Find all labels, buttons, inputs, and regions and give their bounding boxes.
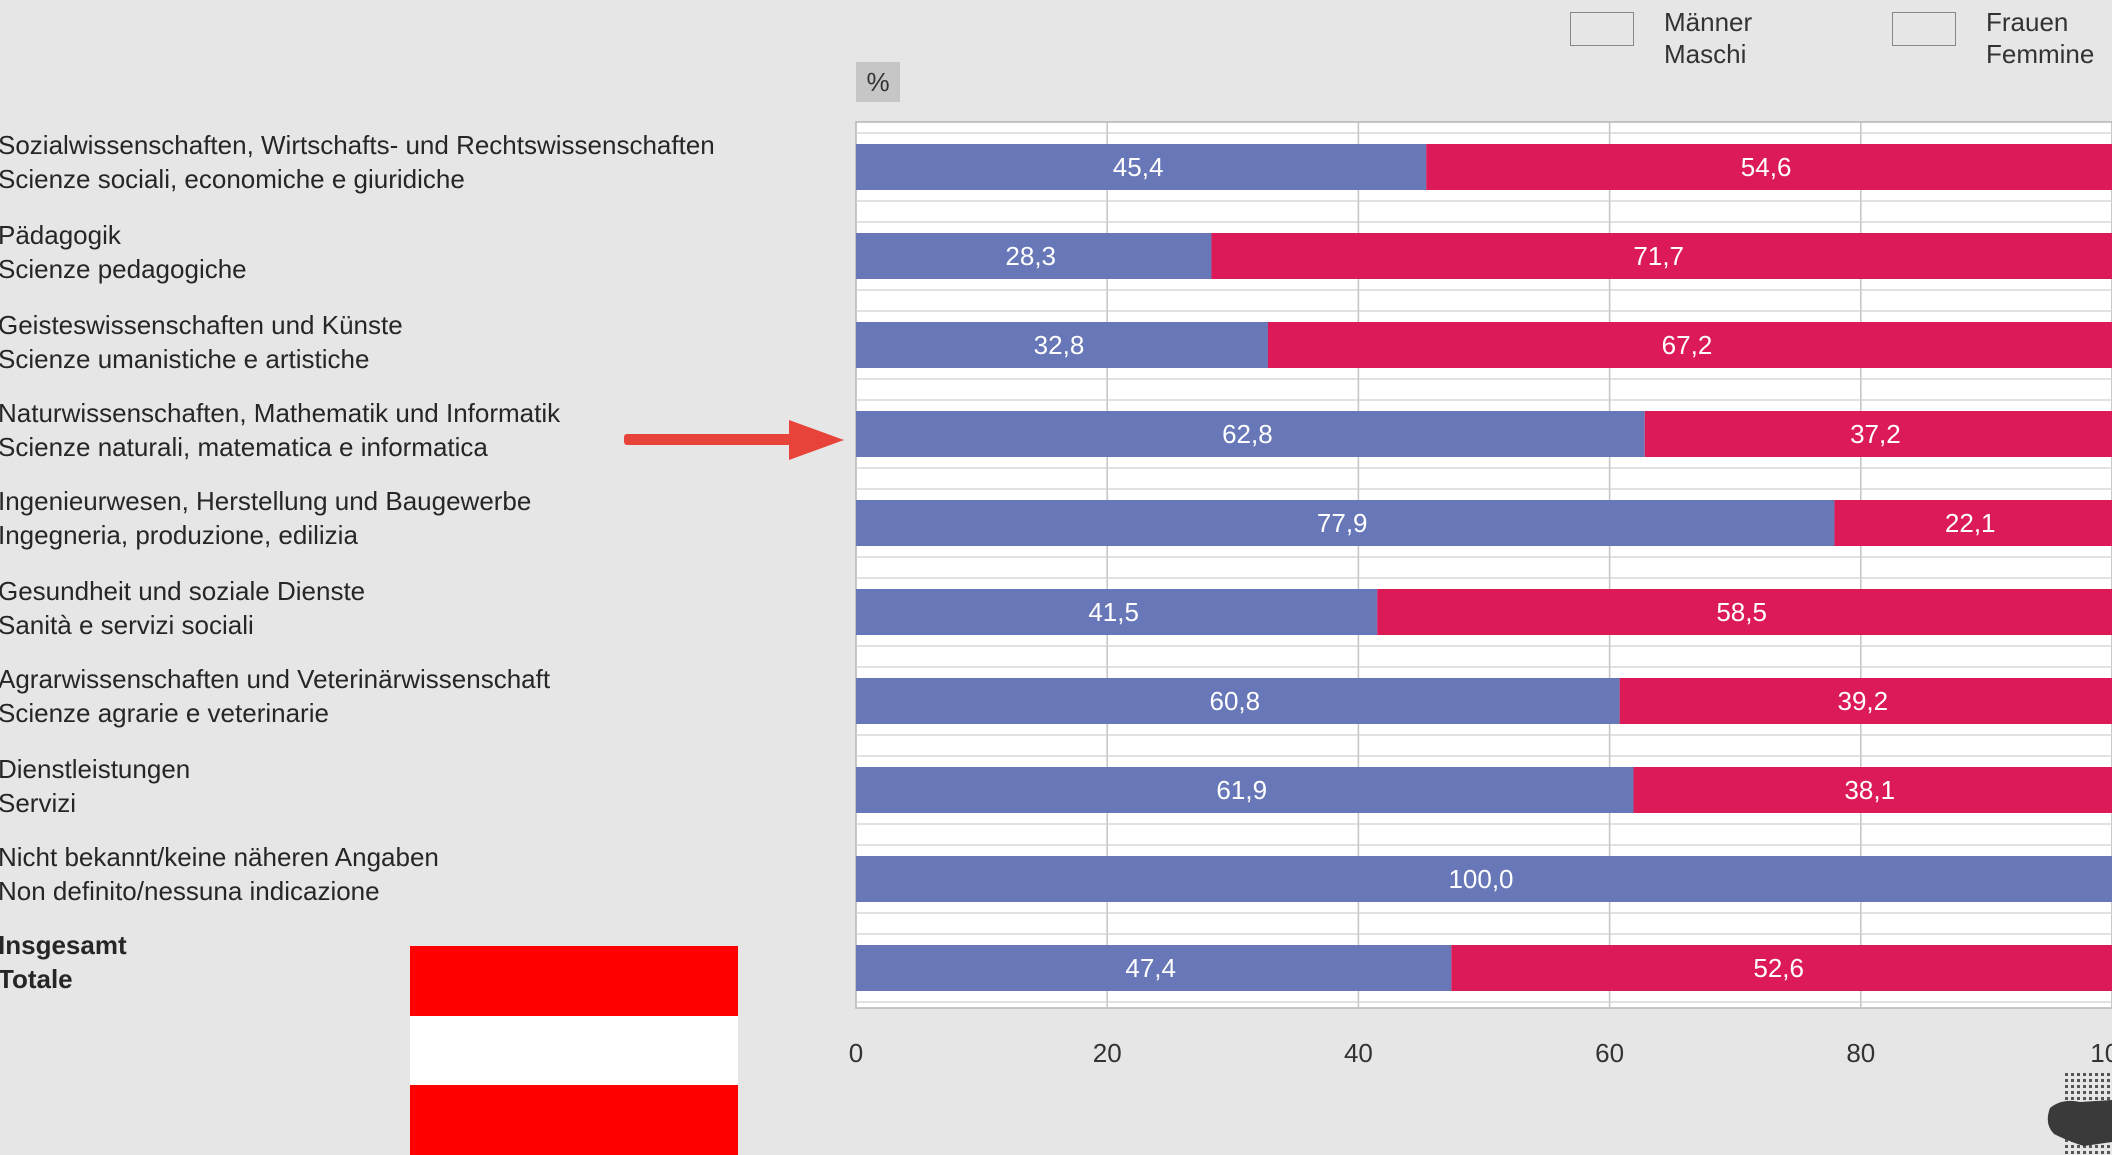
bar-segment [1644,411,2112,457]
category-label: Dienstleistungen Servizi [0,754,191,818]
x-tick-label: 20 [1093,1038,1122,1068]
x-tick-label: 60 [1595,1038,1624,1068]
bar-segment [856,233,1212,279]
legend-label-men: Männer Maschi [1664,6,1752,70]
legend-swatch-women [1892,12,1956,46]
data-label: 32,8 [1034,330,1085,360]
category-label: Gesundheit und soziale Dienste Sanità e s… [0,576,366,640]
category-label: Agrarwissenschaften und Veterinärwissens… [0,664,551,728]
x-tick-label: 100 [2090,1038,2112,1068]
bar-segment [856,678,1620,724]
data-label: 100,0 [1448,864,1513,894]
data-label: 54,6 [1741,152,1792,182]
data-label: 52,6 [1753,953,1804,983]
dotted-map-logo-icon [2047,1072,2112,1155]
category-label: Sozialwissenschaften, Wirtschafts- und R… [0,130,715,194]
data-label: 47,4 [1125,953,1176,983]
legend-label-men-it: Maschi [1664,39,1747,69]
category-label: Ingenieurwesen, Herstellung und Baugewer… [0,486,532,550]
category-label-total: Insgesamt Totale [0,930,127,994]
category-label: Nicht bekannt/keine näheren Angaben Non d… [0,842,439,906]
data-label: 62,8 [1222,419,1273,449]
bar-segment [856,767,1634,813]
x-tick-label: 40 [1344,1038,1373,1068]
data-label: 22,1 [1945,508,1996,538]
x-tick-label: 0 [849,1038,863,1068]
data-label: 28,3 [1005,241,1056,271]
category-label: Pädagogik Scienze pedagogiche [0,220,247,284]
bar-segment [856,500,1835,546]
bar-segment [1451,945,2112,991]
data-label: 45,4 [1113,152,1164,182]
unit-label: % [856,62,900,102]
bar-segment [1211,233,2112,279]
bar-segment [1377,589,2112,635]
x-tick-label: 80 [1846,1038,1875,1068]
austria-flag [410,946,738,1155]
category-label: Naturwissenschaften, Mathematik und Info… [0,398,561,462]
legend-label-women-de: Frauen [1986,7,2069,37]
bar-segment [1834,500,2112,546]
red-arrow-icon [624,420,844,460]
data-label: 77,9 [1317,508,1368,538]
data-label: 38,1 [1844,775,1895,805]
data-label: 61,9 [1216,775,1267,805]
data-label: 71,7 [1633,241,1684,271]
bars: 45,4 54,6 28,3 71,7 32,8 67,2 62,8 37,2 77,9 22,1… [856,144,2112,991]
data-label: 37,2 [1850,419,1901,449]
bar-segment [856,411,1645,457]
legend-label-women-it: Femmine [1986,39,2095,69]
legend-swatch-men [1570,12,1634,46]
bar-segment [856,945,1452,991]
data-label: 67,2 [1662,330,1713,360]
bar-segment [856,589,1378,635]
legend-label-men-de: Männer [1664,7,1753,37]
legend-label-women: Frauen Femmine [1986,6,2094,70]
bar-segment [856,144,1427,190]
bar-segment [1426,144,2112,190]
bar-segment [856,322,1268,368]
bar-segment [1633,767,2112,813]
bar-segment [1267,322,2112,368]
x-axis-ticks: 0 20 40 60 80 100 [849,1038,2112,1068]
category-label: Geisteswissenschaften und Künste Scienze … [0,310,403,374]
bar-segment [856,856,2112,902]
data-label: 39,2 [1838,686,1889,716]
bar-segment [1619,678,2112,724]
data-label: 60,8 [1210,686,1261,716]
data-label: 41,5 [1088,597,1139,627]
data-label: 58,5 [1716,597,1767,627]
